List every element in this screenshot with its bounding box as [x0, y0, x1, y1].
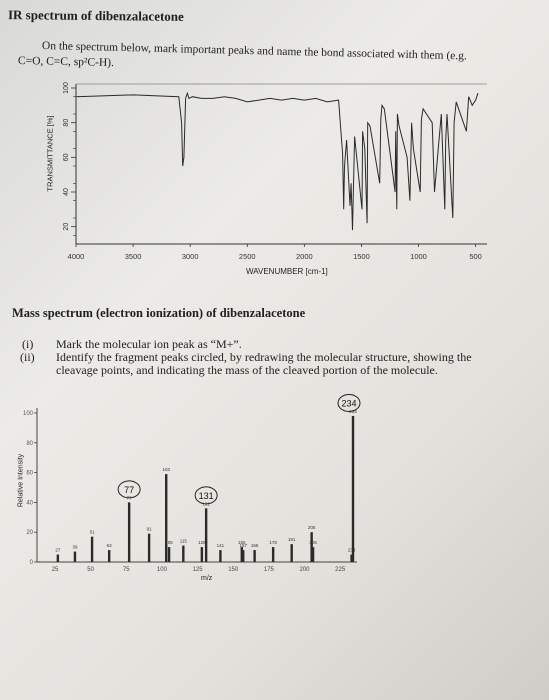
ms-x-tick-label: 125 [193, 567, 204, 573]
ms-peak-bar [240, 547, 243, 562]
ms-peak-label: 206 [309, 540, 317, 545]
ms-circled-peak-label: 234 [341, 398, 356, 408]
ms-y-axis-label: Relative Intensity [17, 453, 25, 508]
ir-spectrum-line [75, 91, 479, 231]
ms-x-tick-label: 175 [264, 567, 275, 573]
ms-item1-number: (i) [22, 337, 34, 351]
ms-peak-label: 51 [90, 530, 96, 535]
ir-x-tick-label: 3500 [125, 252, 142, 261]
ms-peak-label: 234 [349, 409, 357, 414]
ms-y-tick-label: 40 [26, 500, 33, 506]
ms-peak-label: 141 [217, 543, 225, 548]
ir-x-tick-label: 1000 [410, 252, 427, 261]
ms-x-tick-label: 225 [335, 567, 346, 573]
ir-y-tick-label: 20 [63, 223, 70, 231]
ms-peak-bar [311, 547, 315, 562]
ms-x-tick-label: 75 [123, 567, 130, 573]
ms-y-tick-label: 100 [23, 411, 34, 417]
ms-peak-bar [290, 544, 293, 562]
ms-peak-label: 155 [238, 540, 246, 545]
ir-x-tick-label: 2500 [239, 252, 256, 261]
ms-peak-bar [147, 533, 151, 562]
ms-peak-label: 27 [55, 548, 61, 553]
ms-x-tick-label: 100 [157, 567, 168, 573]
ir-y-tick-label: 100 [63, 82, 70, 94]
ir-x-tick-label: 3000 [182, 252, 199, 261]
ms-peak-bar [73, 551, 77, 562]
ms-circled-peak-label: 77 [124, 485, 134, 495]
ms-circled-peak-marker [337, 393, 361, 412]
ir-y-tick-label: 80 [63, 119, 70, 127]
ms-x-tick-label: 150 [228, 567, 239, 573]
ms-y-tick-label: 20 [26, 530, 33, 536]
ms-peak-label: 39 [72, 545, 78, 550]
ms-peak-bar [271, 547, 275, 562]
ir-y-tick-label: 40 [63, 188, 70, 196]
ms-circled-peak-marker [117, 480, 141, 499]
ms-peak-bar [204, 508, 208, 562]
ir-y-tick-label: 60 [63, 153, 70, 161]
ms-circled-peak-label: 131 [199, 491, 214, 501]
ms-peak-bar [310, 532, 313, 562]
ms-peak-label: 157 [239, 543, 247, 548]
ms-peak-label: 191 [288, 537, 296, 542]
ms-peak-label: 165 [251, 543, 259, 548]
ms-peak-bar [167, 547, 171, 562]
ms-peak-label: 115 [180, 539, 188, 544]
ms-x-tick-label: 50 [87, 567, 94, 573]
ms-peak-bar [351, 415, 355, 562]
ir-x-axis-label: WAVENUMBER [cm-1] [246, 267, 328, 276]
ms-peak-bar [350, 554, 353, 562]
ms-x-tick-label: 25 [52, 567, 59, 573]
ms-peak-bar [182, 545, 185, 562]
ir-x-tick-label: 500 [469, 252, 482, 261]
ms-peak-label: 91 [147, 527, 153, 532]
ms-circled-peak-marker [194, 486, 218, 505]
ms-item2-text-line2: cleavage points, and indicating the mass… [56, 363, 438, 377]
ms-peak-label: 105 [165, 540, 173, 545]
ms-y-tick-label: 60 [26, 471, 33, 477]
ms-peak-bar [107, 550, 111, 562]
ms-peak-bar [56, 554, 60, 562]
ir-x-tick-label: 1500 [353, 252, 370, 261]
ms-peak-bar [200, 547, 204, 562]
ms-y-tick-label: 0 [30, 560, 34, 566]
ms-peak-bar [165, 474, 168, 562]
ms-peak-bar [253, 550, 256, 562]
ms-peak-label: 205 [308, 525, 316, 530]
ms-item2-text-line1: Identify the fragment peaks circled, by … [56, 350, 472, 364]
ms-heading: Mass spectrum (electron ionization) of d… [12, 306, 306, 320]
ms-peak-bar [242, 550, 245, 562]
ms-peak-label: 103 [162, 467, 170, 472]
ir-x-tick-label: 2000 [296, 252, 313, 261]
ir-x-tick-label: 4000 [68, 252, 85, 261]
ms-peak-label: 63 [107, 543, 113, 548]
ms-peak-bar [90, 536, 94, 562]
ms-y-tick-label: 80 [26, 441, 33, 447]
ms-peak-bar [219, 550, 222, 562]
ms-peak-bar [127, 502, 131, 562]
ms-item2-number: (ii) [20, 350, 35, 364]
ms-peak-label: 178 [269, 540, 277, 545]
ms-item1-text: Mark the molecular ion peak as “M+”. [56, 337, 242, 351]
ms-peak-label: 128 [198, 540, 206, 545]
ms-x-tick-label: 200 [300, 567, 311, 573]
ms-x-axis-label: m/z [201, 575, 213, 582]
